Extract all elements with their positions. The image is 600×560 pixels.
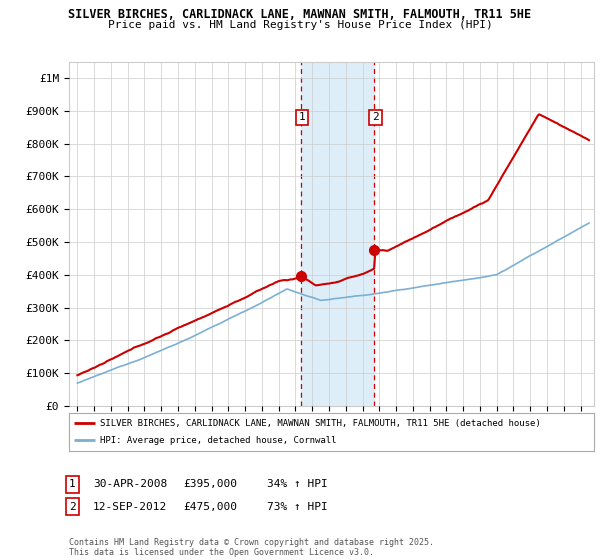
Text: 2: 2 — [372, 113, 379, 123]
Text: 34% ↑ HPI: 34% ↑ HPI — [267, 479, 328, 489]
Text: Price paid vs. HM Land Registry's House Price Index (HPI): Price paid vs. HM Land Registry's House … — [107, 20, 493, 30]
Text: 1: 1 — [299, 113, 305, 123]
Text: 2: 2 — [69, 502, 76, 512]
Bar — [301, 62, 374, 406]
Text: £395,000: £395,000 — [183, 479, 237, 489]
Text: SILVER BIRCHES, CARLIDNACK LANE, MAWNAN SMITH, FALMOUTH, TR11 5HE: SILVER BIRCHES, CARLIDNACK LANE, MAWNAN … — [68, 8, 532, 21]
Text: SILVER BIRCHES, CARLIDNACK LANE, MAWNAN SMITH, FALMOUTH, TR11 5HE (detached hous: SILVER BIRCHES, CARLIDNACK LANE, MAWNAN … — [101, 419, 541, 428]
Text: Contains HM Land Registry data © Crown copyright and database right 2025.
This d: Contains HM Land Registry data © Crown c… — [69, 538, 434, 557]
Text: £475,000: £475,000 — [183, 502, 237, 512]
Text: 1: 1 — [69, 479, 76, 489]
Text: 73% ↑ HPI: 73% ↑ HPI — [267, 502, 328, 512]
Text: HPI: Average price, detached house, Cornwall: HPI: Average price, detached house, Corn… — [101, 436, 337, 445]
Text: 30-APR-2008: 30-APR-2008 — [93, 479, 167, 489]
Text: 12-SEP-2012: 12-SEP-2012 — [93, 502, 167, 512]
